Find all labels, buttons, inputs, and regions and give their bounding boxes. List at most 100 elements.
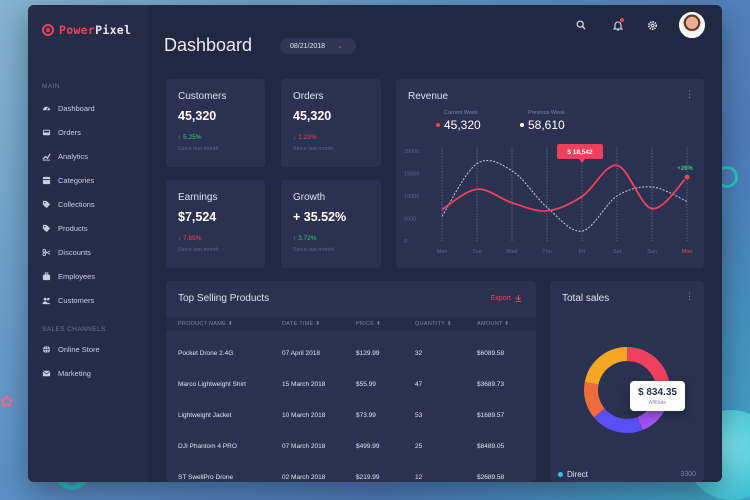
- donut-segment[interactable]: [584, 381, 605, 418]
- x-tick-label: Fri: [579, 249, 585, 255]
- sidebar-item-products[interactable]: Products: [42, 222, 88, 234]
- analytics-icon: [42, 152, 51, 161]
- revenue-chart: 20000 15000 10000 5000 0 Mon Tue Wed Thu Fri Sat Su…: [404, 144, 693, 255]
- previous-week-value: 58,610: [520, 118, 565, 132]
- stat-value: 45,320: [178, 109, 217, 123]
- table-cell-quantity: 32: [415, 350, 423, 357]
- stat-card-orders: Orders 45,320 ↓ 1.23% Since last month: [281, 79, 381, 167]
- mail-icon: [42, 369, 51, 378]
- notifications-button[interactable]: [611, 18, 625, 32]
- table-cell-product-name: Lightweight Jacket: [178, 412, 232, 419]
- stat-card-growth: Growth + 35.52% ↑ 3.72% Since last month: [281, 180, 381, 268]
- top-products-card: Top Selling Products Export PRODUCT NAME…: [166, 281, 536, 482]
- download-icon: [515, 295, 522, 302]
- sidebar-item-employees[interactable]: Employees: [42, 270, 95, 282]
- inbox-icon: [42, 128, 51, 137]
- sidebar-item-discounts[interactable]: Discounts: [42, 246, 91, 258]
- stat-subtitle: Since last month: [178, 247, 219, 253]
- donut-segment[interactable]: [593, 408, 643, 433]
- sidebar-item-analytics[interactable]: Analytics: [42, 150, 88, 162]
- sidebar-item-label: Analytics: [58, 151, 89, 161]
- table-cell-date-time: 07 April 2018: [282, 350, 320, 357]
- sidebar-item-orders[interactable]: Orders: [42, 126, 81, 138]
- stat-value: $7,524: [178, 210, 217, 224]
- sidebar-item-collections[interactable]: Collections: [42, 198, 95, 210]
- sidebar: PowerPixel MAIN Dashboard Orders Analyti…: [28, 5, 148, 482]
- y-tick-label: 0: [404, 239, 407, 245]
- previous-week-label: Previous Week: [528, 110, 565, 116]
- x-tick-label: Tue: [472, 249, 481, 255]
- sidebar-item-label: Marketing: [58, 368, 91, 378]
- arrow-up-icon: ↑: [293, 235, 297, 242]
- date-value: 08/21/2018: [290, 42, 326, 50]
- sidebar-item-online-store[interactable]: Online Store: [42, 343, 100, 355]
- x-tick-label: Sat: [613, 249, 622, 255]
- revenue-tooltip-label: $ 18,542: [567, 149, 593, 156]
- current-week-label: Current Week: [444, 110, 478, 116]
- table-cell-quantity: 25: [415, 443, 423, 450]
- table-title: Top Selling Products: [178, 293, 270, 304]
- arrow-down-icon: ↓: [293, 134, 297, 141]
- sort-icon: ⬍: [226, 321, 233, 327]
- total-sales-card: Total sales ⋮ $ 834.35 Affiliate Direct …: [550, 281, 704, 482]
- arrow-down-icon: ↓: [178, 235, 182, 242]
- brand-logo[interactable]: PowerPixel: [42, 23, 131, 37]
- column-header-quantity[interactable]: QUANTITY ⬍: [415, 321, 452, 327]
- column-header-product-name[interactable]: PRODUCT NAME ⬍: [178, 321, 233, 327]
- donut-segment[interactable]: [584, 347, 628, 385]
- sidebar-item-customers[interactable]: Customers: [42, 294, 94, 306]
- sort-icon: ⬍: [313, 321, 321, 327]
- table-cell-quantity: 47: [415, 381, 423, 388]
- tag-icon: [42, 200, 51, 209]
- table-cell-product-name: Pocket Drone 2.4G: [178, 350, 234, 357]
- stat-delta: ↑ 5.25%: [178, 134, 202, 141]
- column-header-date-time[interactable]: DATE TIME ⬍: [282, 321, 321, 327]
- table-cell-amount: $1689.57: [477, 412, 505, 419]
- sidebar-item-dashboard[interactable]: Dashboard: [42, 102, 95, 114]
- stat-delta: ↓ 1.23%: [293, 134, 317, 141]
- revenue-card: Revenue ⋮ Current Week 45,320 Previous W…: [396, 79, 704, 268]
- table-cell-price: $55.99: [356, 381, 376, 388]
- logo-icon: [42, 24, 54, 36]
- stat-delta: ↑ 3.72%: [293, 235, 317, 242]
- more-options-icon[interactable]: ⋮: [685, 89, 694, 99]
- current-week-end-point: [683, 173, 691, 181]
- table-cell-product-name: Marco Lightweight Shirt: [178, 381, 246, 388]
- growth-badge: +26%: [677, 166, 693, 172]
- export-button[interactable]: Export: [491, 295, 522, 302]
- legend-value: 3300: [680, 471, 696, 478]
- stat-subtitle: Since last month: [178, 146, 219, 152]
- tooltip-label: Affiliate: [648, 400, 667, 406]
- y-tick-label: 15000: [404, 172, 419, 178]
- tag-icon: [42, 224, 51, 233]
- tooltip-value: $ 834.35: [638, 387, 677, 398]
- current-week-line: [441, 164, 688, 212]
- total-sales-donut: [584, 347, 670, 433]
- bell-icon: [613, 21, 623, 31]
- customers-icon: [42, 296, 51, 305]
- sidebar-item-label: Dashboard: [58, 103, 95, 113]
- table-cell-amount: $8489.05: [477, 443, 505, 450]
- search-button[interactable]: [574, 18, 588, 32]
- column-header-price[interactable]: PRICE ⬍: [356, 321, 382, 327]
- stat-title: Customers: [178, 91, 227, 102]
- sidebar-item-label: Online Store: [58, 344, 100, 354]
- table-header: [166, 317, 536, 331]
- categories-icon: [42, 176, 51, 185]
- more-options-icon[interactable]: ⋮: [685, 291, 694, 301]
- sidebar-item-label: Customers: [58, 295, 95, 305]
- gear-icon: [647, 20, 657, 30]
- sidebar-section-sales: SALES CHANNELS: [42, 326, 106, 333]
- column-header-amount[interactable]: AMOUNT ⬍: [477, 321, 510, 327]
- sidebar-item-categories[interactable]: Categories: [42, 174, 94, 186]
- avatar[interactable]: [679, 12, 705, 38]
- y-tick-label: 5000: [404, 217, 416, 223]
- sidebar-item-marketing[interactable]: Marketing: [42, 367, 91, 379]
- revenue-tooltip-pointer: [579, 159, 585, 163]
- search-icon: [576, 20, 586, 30]
- page-title: Dashboard: [164, 35, 253, 55]
- revenue-tooltip: [557, 144, 603, 159]
- date-picker[interactable]: 08/21/2018 ⌄: [280, 38, 356, 54]
- settings-button[interactable]: [645, 18, 659, 32]
- globe-icon: [42, 345, 51, 354]
